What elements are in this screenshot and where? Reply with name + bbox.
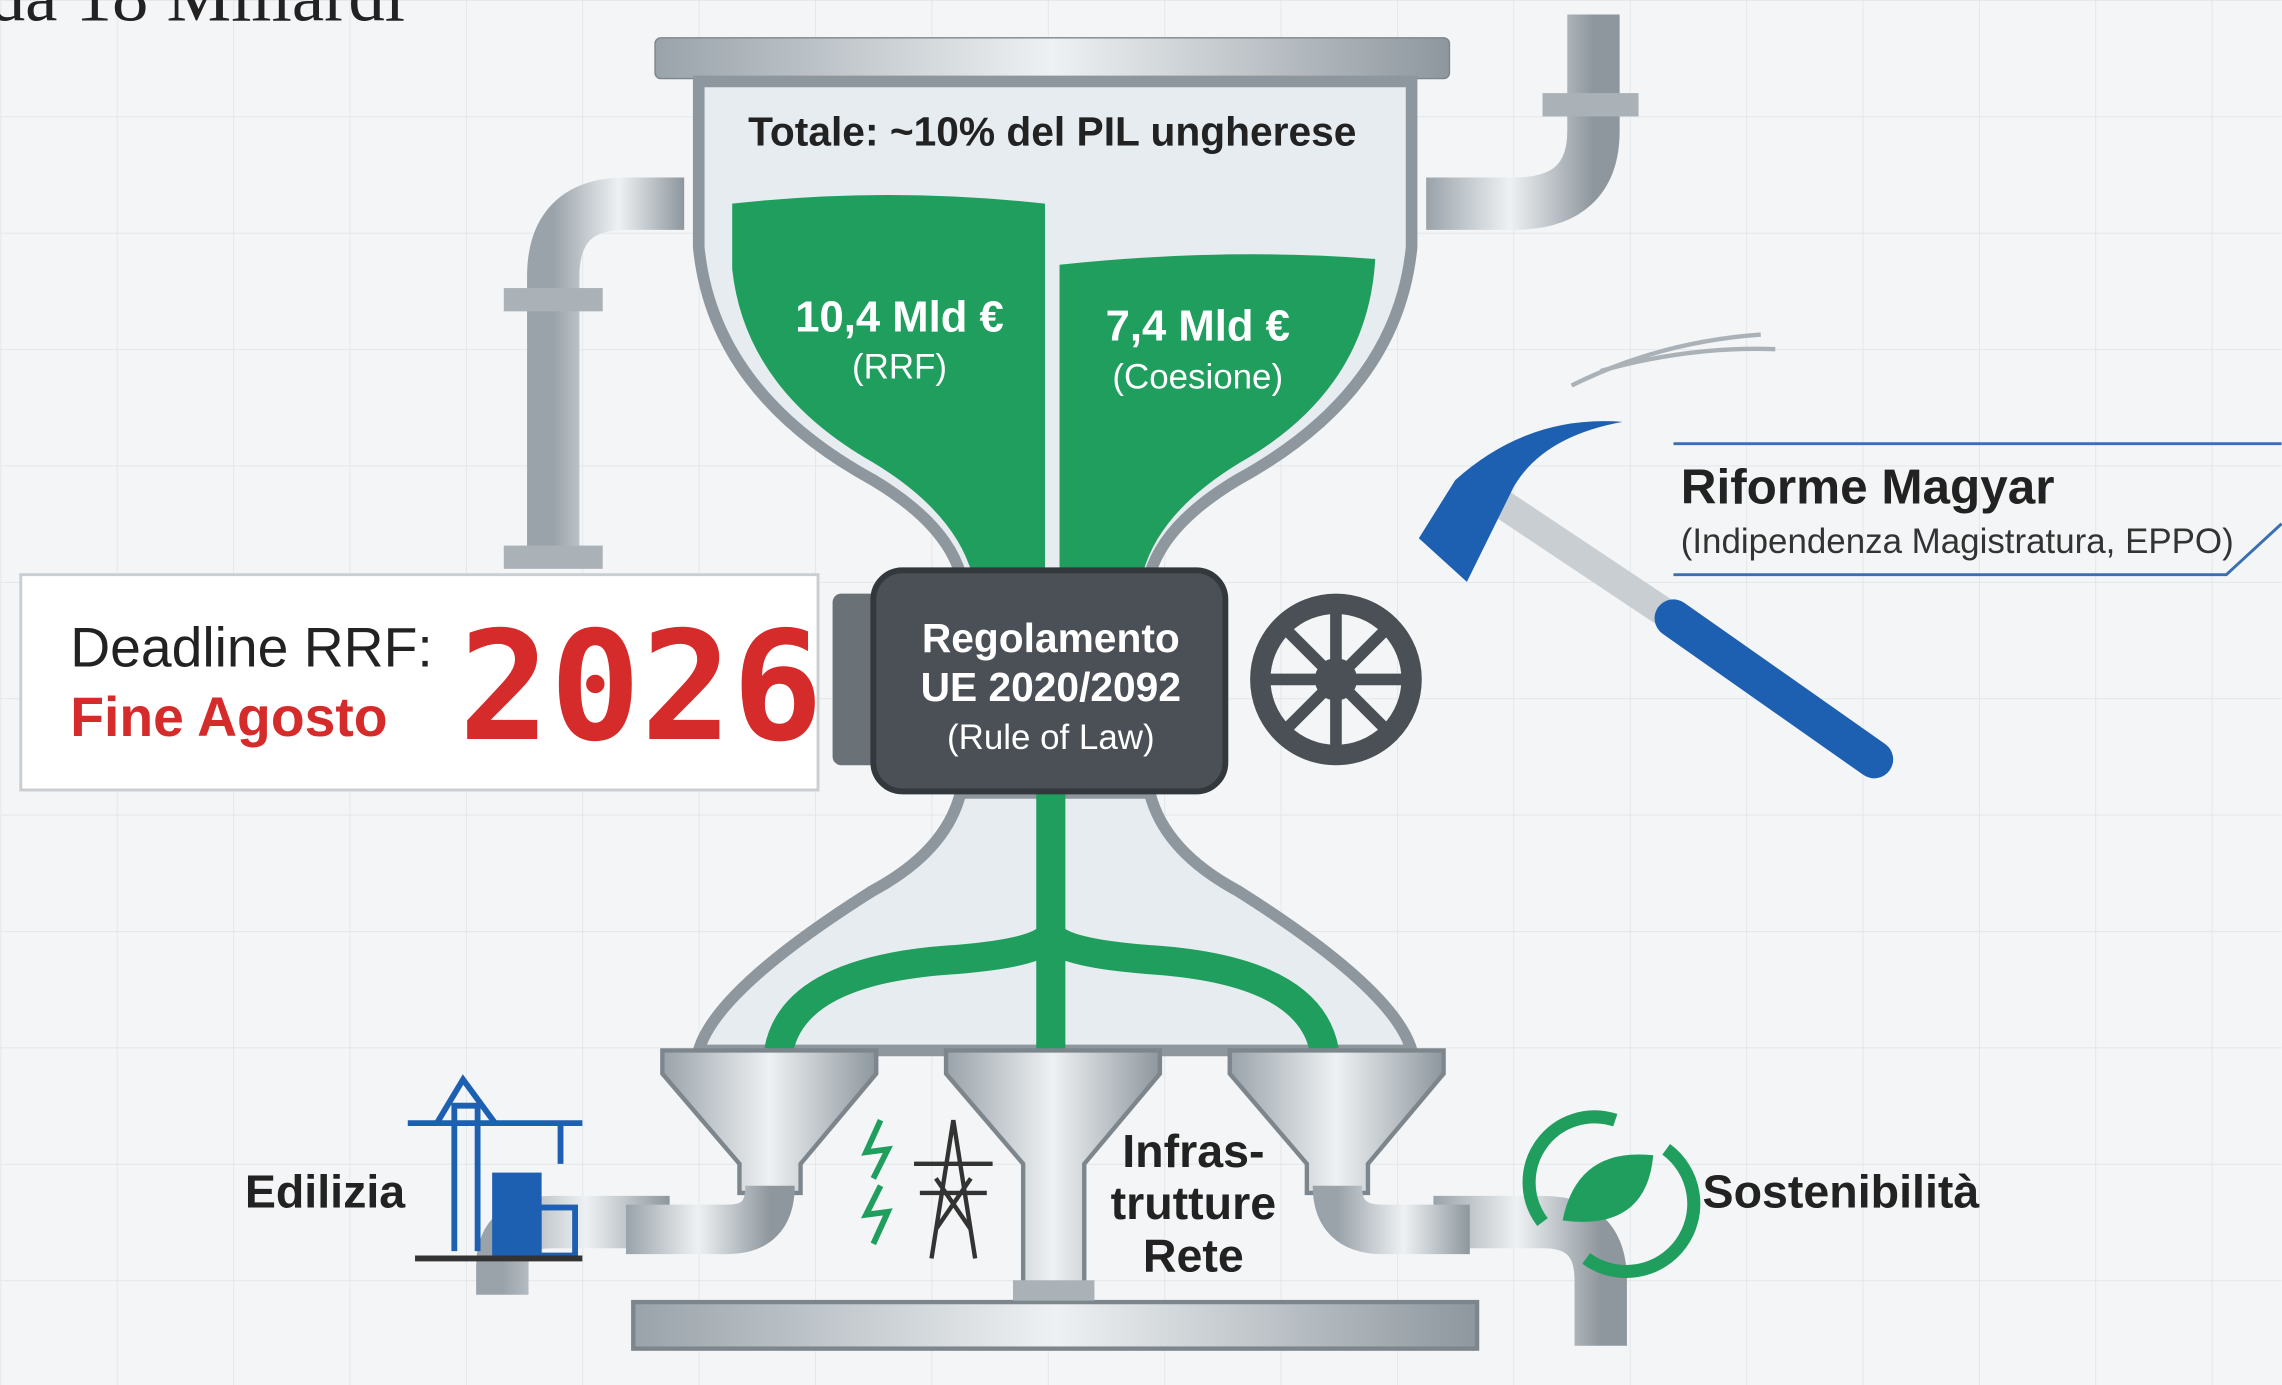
base <box>633 1302 1477 1349</box>
valve-wheel <box>1260 604 1411 755</box>
total-label: Totale: ~10% del PIL ungherese <box>748 108 1356 154</box>
pipe-flange <box>504 546 603 569</box>
fund-amount: 10,4 Mld € <box>795 293 1004 342</box>
fund-source: (Coesione) <box>1112 357 1283 396</box>
valve-title: UE 2020/2092 <box>921 664 1181 710</box>
top-plate <box>655 38 1449 79</box>
reform-title: Riforme Magyar <box>1681 459 2055 514</box>
output-label: Sostenibilità <box>1703 1166 1980 1218</box>
fund-source: (RRF) <box>852 347 947 386</box>
valve-title: Regolamento <box>922 615 1180 661</box>
output-label: trutture <box>1111 1177 1276 1229</box>
infographic: da 18 Miliardi Totale: ~10% del PIL ungh… <box>0 0 2282 1385</box>
deadline-label: Deadline RRF: <box>70 616 432 678</box>
output-label: Rete <box>1143 1230 1244 1282</box>
fund-amount: 7,4 Mld € <box>1106 301 1290 350</box>
valve-subtitle: (Rule of Law) <box>947 718 1155 757</box>
base-foot <box>1013 1280 1094 1300</box>
reform-detail: (Indipendenza Magistratura, EPPO) <box>1681 522 2234 561</box>
pipe-flange <box>504 288 603 311</box>
page: da 18 Miliardi Totale: ~10% del PIL ungh… <box>0 0 2282 1385</box>
output-label: Edilizia <box>245 1166 406 1218</box>
pipe-flange <box>1543 93 1639 116</box>
deadline-year: 2026 <box>459 599 823 775</box>
deadline-date: Fine Agosto <box>70 686 387 748</box>
output-label: Infras- <box>1122 1125 1264 1177</box>
page-title: da 18 Miliardi <box>0 0 405 36</box>
